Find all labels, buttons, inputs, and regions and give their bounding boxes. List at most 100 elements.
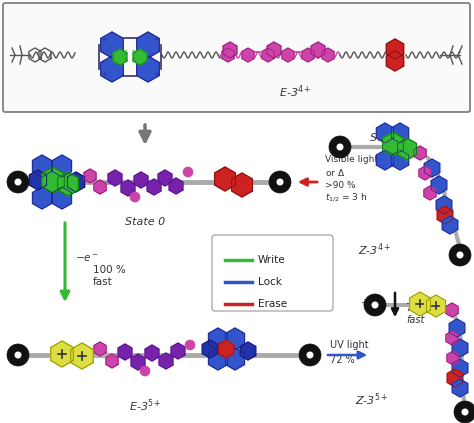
Text: +: + [153,71,159,77]
Text: +: + [101,71,107,77]
Polygon shape [436,196,452,214]
Polygon shape [226,328,245,350]
Polygon shape [222,48,234,62]
Circle shape [364,294,386,316]
Text: State 1: State 1 [370,133,410,143]
Text: $+e^-$: $+e^-$ [360,297,383,308]
Circle shape [276,179,283,186]
Polygon shape [431,176,447,194]
Text: Lock: Lock [258,277,282,287]
Circle shape [140,366,150,376]
Polygon shape [446,331,458,345]
Text: $Z$-3$^{4+}$: $Z$-3$^{4+}$ [358,242,391,258]
Text: $-e^-$: $-e^-$ [75,253,99,264]
Polygon shape [101,56,123,82]
Polygon shape [398,138,417,160]
Polygon shape [282,48,294,62]
Polygon shape [113,49,127,65]
Circle shape [130,192,140,202]
Polygon shape [147,179,161,195]
Polygon shape [159,353,173,369]
Polygon shape [452,359,468,377]
Polygon shape [137,56,159,82]
Polygon shape [29,170,46,190]
Polygon shape [137,32,159,58]
Circle shape [7,171,29,193]
Polygon shape [134,172,148,188]
Polygon shape [71,343,93,369]
Polygon shape [33,155,52,177]
Text: $Z$-3$^{5+}$: $Z$-3$^{5+}$ [355,392,388,408]
Polygon shape [145,345,159,361]
Polygon shape [452,339,468,357]
Text: S: S [132,50,136,55]
Polygon shape [53,155,72,177]
Text: Visible light: Visible light [325,156,378,165]
Circle shape [462,409,468,415]
Polygon shape [376,150,394,170]
FancyBboxPatch shape [212,235,333,311]
Polygon shape [419,166,431,180]
Circle shape [183,167,193,177]
Polygon shape [84,169,96,183]
Polygon shape [449,319,465,337]
Circle shape [15,352,21,359]
Text: +: + [153,37,159,43]
Polygon shape [302,48,314,62]
Polygon shape [171,343,185,359]
Polygon shape [267,42,281,58]
Polygon shape [383,132,403,156]
Polygon shape [215,167,236,191]
Circle shape [372,302,379,308]
Polygon shape [376,123,394,143]
Text: 72 %: 72 % [330,355,355,365]
Polygon shape [94,342,106,356]
Text: fast: fast [406,315,424,325]
FancyBboxPatch shape [3,3,470,112]
Polygon shape [33,187,52,209]
Polygon shape [121,180,135,196]
Polygon shape [158,170,172,186]
Text: 100 %: 100 % [93,265,126,275]
Text: or $\Delta$: or $\Delta$ [325,167,345,178]
Text: $E$-3$^{4+}$: $E$-3$^{4+}$ [279,84,311,100]
Polygon shape [209,348,228,370]
Polygon shape [386,39,404,59]
Polygon shape [262,48,274,62]
Polygon shape [94,180,106,194]
Polygon shape [240,342,256,360]
Polygon shape [101,32,123,58]
Polygon shape [424,159,440,177]
Polygon shape [108,170,122,186]
Polygon shape [442,216,458,234]
Polygon shape [232,173,252,197]
Circle shape [269,171,291,193]
Polygon shape [218,340,234,358]
Polygon shape [209,328,228,350]
Polygon shape [392,123,409,143]
Polygon shape [133,49,147,65]
Polygon shape [437,206,453,224]
Circle shape [337,143,344,151]
Text: Write: Write [258,255,286,265]
Polygon shape [169,178,183,194]
Polygon shape [226,348,245,370]
Polygon shape [42,167,64,193]
Circle shape [307,352,313,359]
Polygon shape [447,369,463,387]
Text: S: S [124,58,128,63]
Text: +: + [101,37,107,43]
Polygon shape [424,186,436,200]
Text: UV light: UV light [330,340,369,350]
Polygon shape [414,146,426,160]
Text: State 0: State 0 [125,217,165,227]
Circle shape [15,179,21,186]
Polygon shape [322,48,334,62]
Text: 74 %: 74 % [406,303,430,313]
Polygon shape [410,292,430,316]
Polygon shape [447,351,459,365]
Polygon shape [392,150,409,170]
Polygon shape [427,295,446,317]
Circle shape [185,340,195,350]
Circle shape [456,252,464,258]
